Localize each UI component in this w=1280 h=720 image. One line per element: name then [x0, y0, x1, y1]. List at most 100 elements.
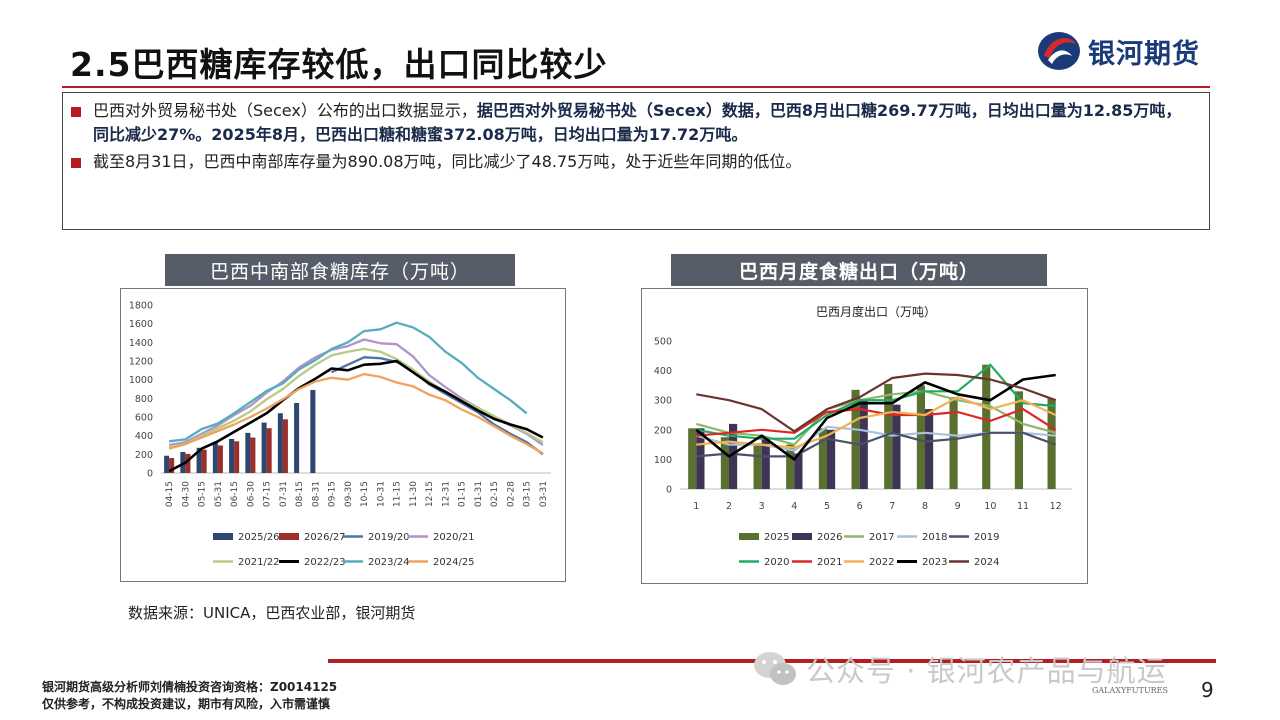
bar-2025 — [720, 437, 729, 489]
bar-2025 — [818, 428, 827, 489]
x-tick-label: 12 — [1050, 501, 1062, 512]
bar-2025/26 — [261, 422, 267, 473]
x-tick-label: 08-31 — [311, 481, 321, 507]
x-tick-label: 8 — [922, 501, 928, 512]
x-tick-label: 1 — [693, 501, 699, 512]
line-2019 — [696, 431, 1057, 458]
export-chart-frame: 巴西月度出口（万吨） 0 100 200 300 400 500 1 2 3 4 5 6 7 8 9 10 11 1… — [641, 288, 1088, 584]
bar-2026/27 — [282, 419, 288, 473]
bar-2025/26 — [310, 389, 316, 473]
bar-2026/27 — [169, 458, 175, 473]
x-tick-label: 09-30 — [344, 481, 354, 507]
chart-title: 巴西月度出口（万吨） — [816, 304, 936, 319]
wechat-icon — [754, 652, 796, 685]
summary-box: 巴西对外贸易秘书处（Secex）公布的出口数据显示，据巴西对外贸易秘书处（Sec… — [62, 92, 1210, 230]
bar-2026/27 — [185, 453, 191, 473]
bar-2026/27 — [217, 445, 223, 473]
bar-2025 — [851, 389, 860, 489]
x-tick-label: 06-15 — [230, 481, 240, 507]
disclaimer: 仅供参考，不构成投资建议，期市有风险，入市需谨慎 — [42, 697, 331, 711]
x-tick-label: 07-31 — [279, 481, 289, 507]
x-tick-label: 02-15 — [490, 481, 500, 507]
bar-2026 — [729, 423, 738, 489]
y-tick-label: 1000 — [129, 375, 153, 386]
bar-2025/26 — [294, 403, 300, 473]
legend-label: 2021 — [817, 557, 842, 568]
line-2019/20 — [331, 356, 544, 456]
y-tick-label: 200 — [135, 450, 153, 461]
x-tick-label: 4 — [791, 501, 797, 512]
bar-2025 — [949, 397, 958, 489]
x-tick-label: 08-15 — [295, 481, 305, 507]
legend-swatch — [279, 533, 299, 540]
title-divider — [62, 86, 1210, 88]
y-tick-label: 500 — [654, 337, 672, 348]
legend-label: 2019/20 — [368, 532, 410, 543]
bar-2026/27 — [234, 441, 240, 473]
y-tick-label: 1600 — [129, 319, 153, 330]
x-tick-label: 3 — [759, 501, 765, 512]
bullet-2: 截至8月31日，巴西中南部库存量为890.08万吨，同比减少了48.75万吨，处… — [71, 150, 1197, 174]
bar-2026 — [925, 409, 934, 489]
legend-label: 2025/26 — [238, 532, 280, 543]
bar-2026/27 — [250, 437, 256, 473]
legend-label: 2017 — [869, 532, 894, 543]
legend-label: 2020/21 — [433, 532, 475, 543]
bar-2025/26 — [212, 443, 218, 473]
y-tick-label: 200 — [654, 425, 672, 436]
x-tick-label: 12-31 — [441, 481, 451, 507]
line-2017 — [696, 390, 1056, 446]
legend-swatch — [739, 533, 759, 540]
bar-2026 — [827, 429, 836, 489]
x-tick-label: 09-15 — [328, 481, 338, 507]
inventory-chart: 0 200 400 600 800 1000 1200 1400 1600 1800 04-15 04… — [129, 301, 551, 568]
bar-2026/27 — [266, 428, 272, 473]
x-tick-label: 03-15 — [523, 481, 533, 507]
y-tick-label: 1800 — [129, 301, 153, 312]
x-tick-label: 10-15 — [360, 481, 370, 507]
right-panel-title: 巴西月度食糖出口（万吨） — [671, 254, 1047, 286]
y-tick-label: 1400 — [129, 338, 153, 349]
x-tick-label: 7 — [889, 501, 895, 512]
x-tick-label: 04-30 — [181, 481, 191, 507]
bar-2025 — [982, 364, 991, 489]
line-2022/23 — [168, 359, 544, 473]
line-2023 — [695, 373, 1056, 461]
bar-2025 — [1014, 391, 1023, 489]
legend-label: 2023 — [922, 557, 947, 568]
bar-2026 — [892, 404, 901, 489]
bullet-square-icon — [71, 107, 81, 117]
y-tick-label: 100 — [654, 455, 672, 466]
line-2024/25 — [168, 372, 544, 455]
bar-2025 — [753, 443, 762, 489]
x-tick-label: 10 — [984, 501, 996, 512]
brand-logo: 银河期货 — [1036, 30, 1200, 72]
bar-2025/26 — [245, 432, 251, 473]
bar-2025 — [916, 385, 925, 489]
x-tick-label: 11-30 — [409, 481, 419, 507]
line-2021/22 — [168, 347, 544, 449]
line-2022 — [696, 396, 1057, 449]
bullet-1-plain: 巴西对外贸易秘书处（Secex）公布的出口数据显示， — [93, 101, 477, 120]
x-tick-label: 2 — [726, 501, 732, 512]
legend-swatch — [792, 533, 812, 540]
legend-label: 2020 — [764, 557, 789, 568]
x-tick-label: 06-30 — [246, 481, 256, 507]
analyst-credential: 银河期货高级分析师刘倩楠投资咨询资格：Z0014125 — [42, 680, 338, 694]
bar-2025/26 — [196, 447, 202, 473]
line-2021 — [696, 407, 1057, 437]
legend-label: 2022/23 — [304, 557, 346, 568]
watermark-text: 公众号 · 银河农产品与航运 — [806, 654, 1167, 688]
bullet-1: 巴西对外贸易秘书处（Secex）公布的出口数据显示，据巴西对外贸易秘书处（Sec… — [71, 99, 1197, 147]
x-tick-label: 02-28 — [506, 481, 516, 507]
galaxy-logo-icon — [1038, 32, 1080, 70]
legend-label: 2021/22 — [238, 557, 280, 568]
legend-label: 2026 — [817, 532, 842, 543]
y-tick-label: 400 — [654, 366, 672, 377]
bullet-square-icon — [71, 158, 81, 168]
bar-2026 — [696, 428, 705, 489]
page-number: 9 — [1201, 678, 1214, 702]
y-tick-label: 0 — [147, 469, 153, 480]
x-tick-label: 05-15 — [198, 481, 208, 507]
